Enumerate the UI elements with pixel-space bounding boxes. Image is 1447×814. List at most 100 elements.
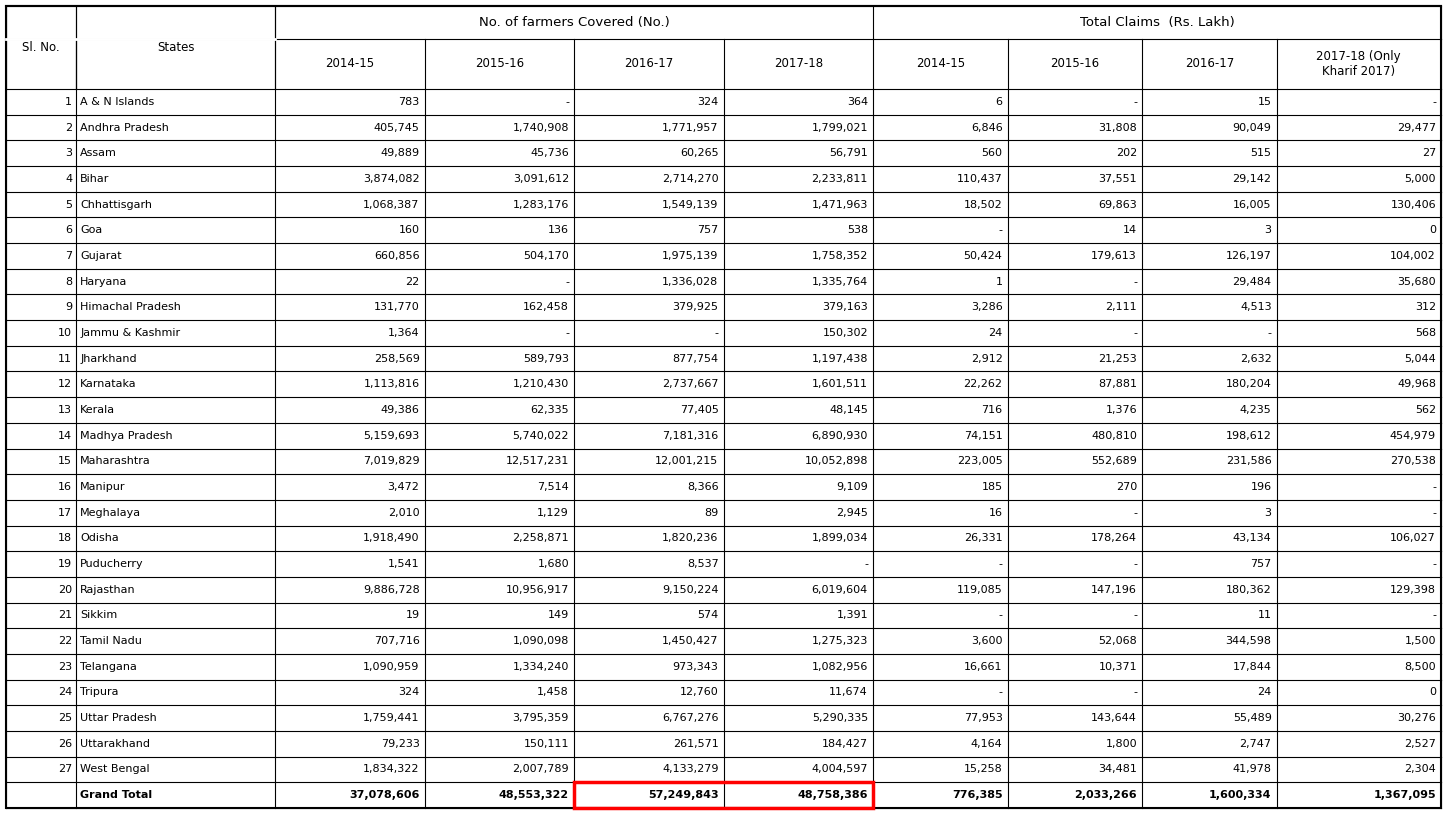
Text: 21: 21 [58, 610, 72, 620]
Text: Odisha: Odisha [80, 533, 119, 544]
Text: 6,846: 6,846 [971, 123, 1003, 133]
Text: 1,367,095: 1,367,095 [1373, 790, 1435, 800]
Text: 57,249,843: 57,249,843 [648, 790, 719, 800]
Text: 2015-16: 2015-16 [475, 58, 524, 70]
Text: 15,258: 15,258 [964, 764, 1003, 774]
Text: States: States [156, 41, 194, 54]
Text: 589,793: 589,793 [522, 353, 569, 364]
Text: 454,979: 454,979 [1391, 431, 1435, 440]
Text: 12,760: 12,760 [680, 688, 719, 698]
Text: 34,481: 34,481 [1098, 764, 1137, 774]
Text: 324: 324 [398, 688, 420, 698]
Text: 130,406: 130,406 [1391, 199, 1435, 209]
Text: West Bengal: West Bengal [80, 764, 150, 774]
Text: Grand Total: Grand Total [80, 790, 152, 800]
Text: 22: 22 [58, 636, 72, 646]
Text: 21,253: 21,253 [1098, 353, 1137, 364]
Text: Uttarakhand: Uttarakhand [80, 739, 150, 749]
Text: 16,005: 16,005 [1233, 199, 1272, 209]
Text: 2,007,789: 2,007,789 [512, 764, 569, 774]
Text: 15: 15 [1257, 97, 1272, 107]
Text: 10,956,917: 10,956,917 [505, 584, 569, 595]
Text: 6,767,276: 6,767,276 [661, 713, 719, 723]
Text: 9,150,224: 9,150,224 [661, 584, 719, 595]
Text: 160: 160 [398, 225, 420, 235]
Text: 660,856: 660,856 [373, 251, 420, 261]
Text: 3,600: 3,600 [971, 636, 1003, 646]
Text: 1,471,963: 1,471,963 [812, 199, 868, 209]
Text: 1,834,322: 1,834,322 [363, 764, 420, 774]
Text: Assam: Assam [80, 148, 117, 158]
Text: 22,262: 22,262 [964, 379, 1003, 389]
Text: Goa: Goa [80, 225, 103, 235]
Text: 43,134: 43,134 [1233, 533, 1272, 544]
Text: -: - [1133, 97, 1137, 107]
Text: 7: 7 [65, 251, 72, 261]
Text: 562: 562 [1415, 405, 1435, 415]
Text: 1,391: 1,391 [836, 610, 868, 620]
Text: 6,019,604: 6,019,604 [812, 584, 868, 595]
Text: 1,771,957: 1,771,957 [661, 123, 719, 133]
Text: 10,371: 10,371 [1098, 662, 1137, 672]
Text: 1,275,323: 1,275,323 [812, 636, 868, 646]
Text: 16: 16 [988, 508, 1003, 518]
Text: 17,844: 17,844 [1233, 662, 1272, 672]
Text: 6: 6 [65, 225, 72, 235]
Text: 5,159,693: 5,159,693 [363, 431, 420, 440]
Text: -: - [1133, 277, 1137, 287]
Text: 184,427: 184,427 [822, 739, 868, 749]
Text: 9,886,728: 9,886,728 [363, 584, 420, 595]
Text: 49,968: 49,968 [1396, 379, 1435, 389]
Text: -: - [998, 225, 1003, 235]
Text: 3,091,612: 3,091,612 [512, 174, 569, 184]
Text: 29,477: 29,477 [1396, 123, 1435, 133]
Text: 2017-18 (Only
Kharif 2017): 2017-18 (Only Kharif 2017) [1317, 50, 1401, 78]
Text: 3,286: 3,286 [971, 302, 1003, 313]
Text: -: - [564, 328, 569, 338]
Text: 37,078,606: 37,078,606 [349, 790, 420, 800]
Text: 1,799,021: 1,799,021 [812, 123, 868, 133]
Text: 1,090,959: 1,090,959 [363, 662, 420, 672]
Text: 12,001,215: 12,001,215 [655, 457, 719, 466]
Text: 405,745: 405,745 [373, 123, 420, 133]
Text: 1: 1 [996, 277, 1003, 287]
Text: Haryana: Haryana [80, 277, 127, 287]
Text: 2,233,811: 2,233,811 [812, 174, 868, 184]
Text: 4,513: 4,513 [1240, 302, 1272, 313]
Text: 5,000: 5,000 [1405, 174, 1435, 184]
Text: 538: 538 [846, 225, 868, 235]
Text: 9: 9 [65, 302, 72, 313]
Text: 12: 12 [58, 379, 72, 389]
Text: 2,945: 2,945 [836, 508, 868, 518]
Text: 2,714,270: 2,714,270 [661, 174, 719, 184]
Text: -: - [998, 559, 1003, 569]
Text: 3: 3 [65, 148, 72, 158]
Text: 515: 515 [1250, 148, 1272, 158]
Text: 37,551: 37,551 [1098, 174, 1137, 184]
Text: 1,197,438: 1,197,438 [812, 353, 868, 364]
Text: 3: 3 [1265, 225, 1272, 235]
Text: Bihar: Bihar [80, 174, 110, 184]
Text: 29,142: 29,142 [1233, 174, 1272, 184]
Text: 1,899,034: 1,899,034 [812, 533, 868, 544]
Text: 196: 196 [1250, 482, 1272, 492]
Text: 77,405: 77,405 [680, 405, 719, 415]
Text: 48,553,322: 48,553,322 [499, 790, 569, 800]
Text: 379,925: 379,925 [673, 302, 719, 313]
Text: 2,527: 2,527 [1404, 739, 1435, 749]
Text: 0: 0 [1430, 688, 1435, 698]
Text: 27: 27 [58, 764, 72, 774]
Text: 147,196: 147,196 [1091, 584, 1137, 595]
Text: 1,364: 1,364 [388, 328, 420, 338]
Text: Tripura: Tripura [80, 688, 119, 698]
Text: 504,170: 504,170 [524, 251, 569, 261]
Text: 270: 270 [1116, 482, 1137, 492]
Text: 129,398: 129,398 [1391, 584, 1435, 595]
Text: Sl. No.: Sl. No. [22, 41, 59, 54]
Text: 48,145: 48,145 [829, 405, 868, 415]
Text: 1,800: 1,800 [1106, 739, 1137, 749]
Text: 49,889: 49,889 [381, 148, 420, 158]
Text: 180,362: 180,362 [1226, 584, 1272, 595]
Text: 4,133,279: 4,133,279 [661, 764, 719, 774]
Text: 50,424: 50,424 [964, 251, 1003, 261]
